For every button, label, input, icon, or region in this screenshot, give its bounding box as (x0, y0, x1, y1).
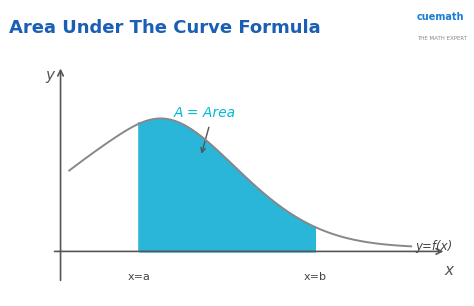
Text: A = Area: A = Area (174, 106, 236, 120)
Text: x=a: x=a (128, 272, 151, 282)
Text: y=f(x): y=f(x) (416, 240, 453, 253)
Text: cuemath: cuemath (417, 12, 465, 21)
Text: THE MATH EXPERT: THE MATH EXPERT (417, 36, 467, 41)
Text: x: x (444, 263, 453, 278)
Text: y: y (45, 68, 54, 83)
Text: x=b: x=b (303, 272, 326, 282)
Text: Area Under The Curve Formula: Area Under The Curve Formula (9, 19, 321, 36)
